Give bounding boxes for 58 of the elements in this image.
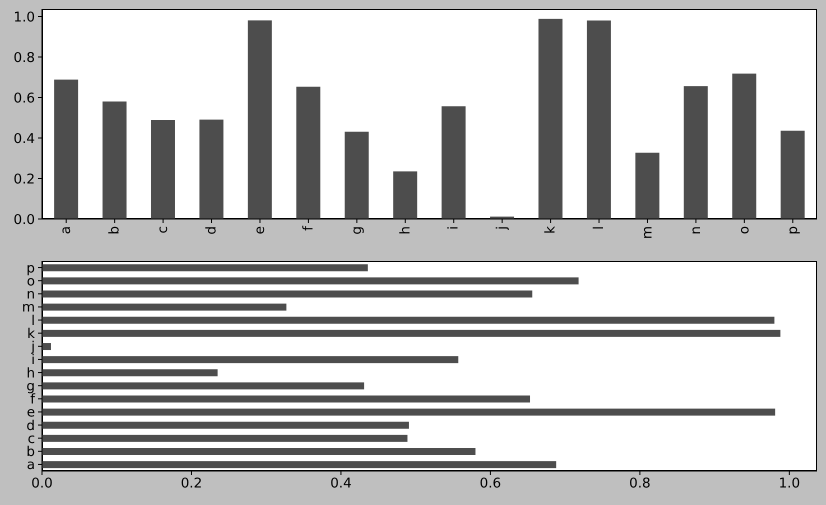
x-tick-label: k — [542, 226, 559, 234]
y-tick-label: 0.6 — [14, 90, 35, 106]
x-tick-label: d — [204, 226, 220, 235]
x-tick-label: b — [106, 226, 123, 235]
bar — [42, 422, 409, 429]
y-tick-label: 0.2 — [14, 171, 35, 188]
x-tick-label: i — [446, 226, 462, 230]
bar — [42, 461, 556, 468]
bar — [42, 382, 364, 390]
bar — [54, 80, 78, 219]
bar — [42, 369, 218, 376]
bar — [42, 290, 532, 298]
bar — [684, 86, 708, 219]
x-tick-label: j — [494, 226, 510, 231]
y-tick-label: 0.8 — [14, 50, 35, 66]
bar — [393, 171, 418, 219]
bar — [780, 130, 805, 219]
bar — [199, 120, 224, 219]
bar — [42, 396, 530, 403]
bar — [42, 343, 51, 350]
bar — [42, 264, 368, 272]
y-tick-label: j — [30, 339, 35, 356]
bar — [102, 102, 127, 219]
bar — [42, 434, 408, 442]
x-tick-label: n — [688, 226, 704, 235]
x-tick-label: l — [591, 226, 608, 230]
x-tick-label: m — [639, 226, 656, 240]
bar — [42, 277, 579, 284]
x-tick-label: g — [348, 226, 365, 235]
bar — [42, 408, 776, 416]
bar — [442, 106, 466, 219]
x-tick-label: 0.8 — [629, 476, 651, 492]
x-tick-label: 0.6 — [480, 476, 502, 492]
x-tick-label: p — [784, 226, 801, 235]
bar — [344, 132, 369, 219]
y-tick-label: 1.0 — [14, 9, 35, 26]
bar — [296, 86, 320, 219]
bar — [42, 448, 476, 456]
bar — [635, 152, 660, 219]
y-tick-label: 0.4 — [14, 130, 35, 147]
bar — [42, 330, 780, 337]
x-tick-label: a — [58, 226, 74, 234]
bar — [150, 120, 175, 219]
bar — [732, 74, 756, 219]
x-tick-label: 0.2 — [180, 476, 202, 492]
x-tick-label: f — [300, 224, 316, 231]
bar — [586, 20, 611, 219]
x-tick-label: c — [155, 226, 172, 234]
x-tick-label: e — [252, 226, 268, 234]
bar — [248, 20, 272, 219]
x-tick-label: o — [736, 226, 752, 234]
bar — [42, 356, 458, 364]
bar — [42, 304, 286, 311]
x-tick-label: 0.4 — [330, 476, 352, 492]
bar — [538, 18, 562, 219]
bar — [42, 316, 774, 324]
x-tick-label: 1.0 — [778, 476, 800, 492]
x-tick-label: h — [397, 226, 414, 235]
